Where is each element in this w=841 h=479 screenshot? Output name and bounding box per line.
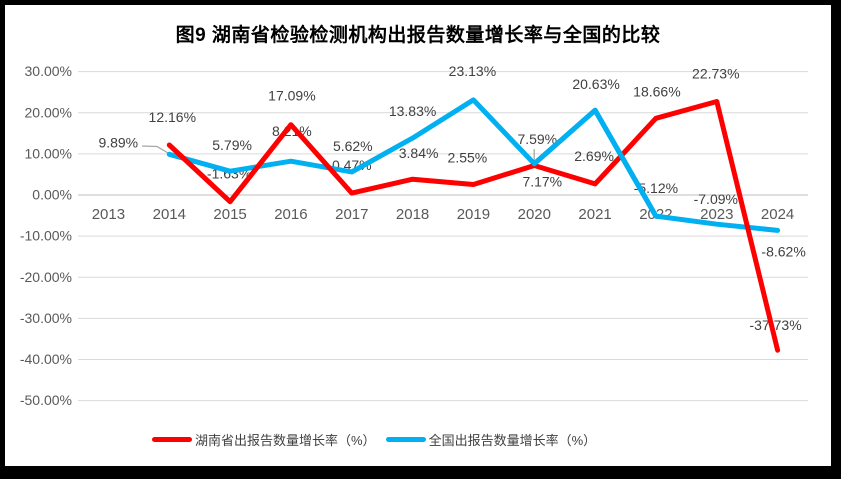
x-axis-category-label: 2017 (335, 206, 368, 223)
data-label: 2.69% (574, 148, 614, 164)
series-line-national (166, 97, 781, 233)
data-label: -37.73% (750, 317, 802, 333)
x-axis-category-label: 2024 (761, 206, 794, 223)
y-axis-tick-label: 30.00% (25, 63, 72, 79)
y-axis-tick-label: 0.00% (32, 187, 72, 203)
legend-item-national: 全国出报告数量增长率（%） (385, 430, 597, 449)
data-label: 13.83% (389, 103, 436, 119)
data-label: 2.55% (448, 150, 488, 166)
data-label: 5.62% (333, 138, 373, 154)
x-axis-category-label: 2019 (457, 206, 490, 223)
data-label: 9.89% (98, 134, 138, 150)
x-axis-category-label: 2014 (153, 206, 186, 223)
series-line-national-overlay (531, 107, 659, 219)
x-axis-category-label: 2015 (213, 206, 246, 223)
data-label: 22.73% (692, 66, 739, 82)
data-label: 7.17% (522, 174, 562, 190)
data-label: 17.09% (268, 88, 315, 104)
chart-legend: 湖南省出报告数量增长率（%） 全国出报告数量增长率（%） (152, 429, 606, 449)
legend-swatch-hunan-line (152, 436, 192, 442)
x-axis-category-label: 2016 (274, 206, 307, 223)
x-axis-category-label: 2020 (518, 206, 551, 223)
y-axis-tick-label: 10.00% (25, 145, 72, 161)
x-axis-category-label: 2013 (92, 206, 125, 223)
x-axis-category-label: 2023 (700, 206, 733, 223)
legend-label-national: 全国出报告数量增长率（%） (428, 432, 597, 448)
x-axis-category-label: 2021 (578, 206, 611, 223)
data-label: 23.13% (449, 63, 496, 79)
data-label: 12.16% (149, 109, 196, 125)
data-label: 18.66% (633, 83, 680, 99)
y-axis-tick-label: -30.00% (20, 310, 72, 326)
legend-item-hunan: 湖南省出报告数量增长率（%） (152, 430, 376, 449)
chart-panel: 图9 湖南省检验检测机构出报告数量增长率与全国的比较 30.00% 20.00% 1… (5, 5, 831, 466)
data-label: -7.09% (694, 191, 738, 207)
data-label: -8.62% (761, 243, 805, 259)
series-line-hunan (166, 99, 781, 353)
legend-swatch-national-line (385, 436, 426, 442)
data-label: 3.84% (399, 145, 439, 161)
chart-title: 图9 湖南省检验检测机构出报告数量增长率与全国的比较 (175, 25, 661, 46)
y-axis-tick-label: -50.00% (20, 392, 72, 408)
y-axis-tick-label: -10.00% (20, 228, 72, 244)
y-axis-tick-label: -20.00% (20, 269, 72, 285)
data-label: 5.79% (212, 137, 252, 153)
chart-canvas: 30.00% 20.00% 10.00% 0.00% -10.00% -20.00% -30… (20, 63, 808, 408)
y-axis-tick-label: 20.00% (25, 104, 72, 120)
data-label: 20.63% (572, 76, 619, 92)
y-axis-tick-label: -40.00% (20, 351, 72, 367)
label-leader-line (141, 145, 169, 154)
x-axis-category-label: 2018 (396, 206, 429, 223)
data-label: 7.59% (517, 131, 557, 147)
legend-label-hunan: 湖南省出报告数量增长率（%） (195, 432, 376, 448)
